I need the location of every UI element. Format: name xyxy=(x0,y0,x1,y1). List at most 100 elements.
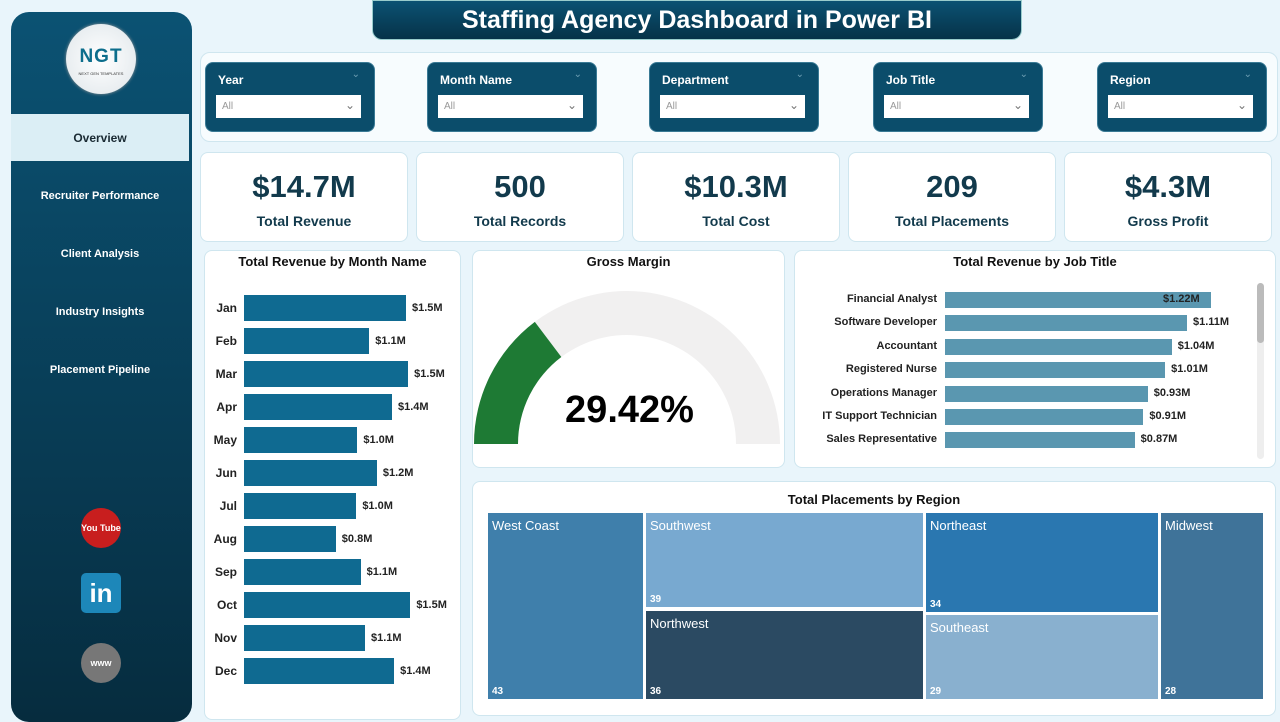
globe-www-icon[interactable]: www xyxy=(81,643,121,683)
bar[interactable] xyxy=(244,295,406,321)
sidebar-item-placement-pipeline[interactable]: Placement Pipeline xyxy=(11,346,189,393)
scrollbar[interactable] xyxy=(1257,283,1264,459)
tile-value: 34 xyxy=(930,599,942,610)
bar[interactable] xyxy=(244,526,336,552)
placements-by-region-treemap: Total Placements by Region West Coast 43 S… xyxy=(472,481,1276,716)
chart-title: Total Revenue by Month Name xyxy=(238,254,427,269)
slicer-dropdown[interactable]: All ⌄ xyxy=(884,95,1029,118)
chevron-down-icon[interactable]: ⌄ xyxy=(573,69,582,80)
treemap-tile-west-coast[interactable]: West Coast 43 xyxy=(487,512,644,700)
chevron-down-icon: ⌄ xyxy=(566,98,577,112)
data-label: $1.4M xyxy=(400,665,431,677)
bar[interactable] xyxy=(244,328,370,354)
sidebar-item-client-analysis[interactable]: Client Analysis xyxy=(11,230,189,277)
category-label: Apr xyxy=(216,400,237,414)
chevron-down-icon[interactable]: ⌄ xyxy=(1019,69,1028,80)
bar-row: Jun $1.2M xyxy=(205,460,462,486)
bar-row: Accountant $1.04M xyxy=(795,338,1277,355)
category-label: Nov xyxy=(214,631,237,645)
slicer-dropdown[interactable]: All ⌄ xyxy=(1108,95,1253,118)
kpi-label: Total Revenue xyxy=(256,213,352,229)
bar[interactable] xyxy=(945,409,1144,425)
tile-label: Midwest xyxy=(1165,518,1213,533)
bar-row: May $1.0M xyxy=(205,427,462,453)
slicer-dropdown[interactable]: All ⌄ xyxy=(438,95,583,118)
page-title: Staffing Agency Dashboard in Power BI xyxy=(372,0,1022,40)
data-label: $1.11M xyxy=(1192,316,1230,329)
bar[interactable] xyxy=(244,559,361,585)
kpi-label: Gross Profit xyxy=(1127,213,1209,229)
slicer-value: All xyxy=(222,101,234,112)
bar[interactable] xyxy=(244,460,377,486)
chevron-down-icon[interactable]: ⌄ xyxy=(795,69,804,80)
data-label: $1.04M xyxy=(1177,339,1215,352)
bar[interactable] xyxy=(945,338,1172,355)
bar[interactable] xyxy=(945,385,1148,402)
kpi-card-total-records: 500 Total Records xyxy=(416,152,624,242)
bar[interactable] xyxy=(244,658,395,684)
treemap-tile-northeast[interactable]: Northeast 34 xyxy=(925,512,1159,613)
data-label: $1.5M xyxy=(416,599,447,611)
tile-value: 39 xyxy=(650,594,662,605)
bar[interactable] xyxy=(244,394,392,420)
data-label: $0.93M xyxy=(1153,386,1191,399)
linkedin-icon[interactable]: in xyxy=(81,573,121,613)
sidebar-item-overview[interactable]: Overview xyxy=(11,114,189,161)
bar[interactable] xyxy=(244,427,358,453)
treemap-tile-southwest[interactable]: Southwest 39 xyxy=(645,512,924,608)
chart-title: Total Placements by Region xyxy=(787,492,961,507)
slicer-job-title: Job Title ⌄ All ⌄ xyxy=(873,62,1043,132)
slicer-month-name: Month Name ⌄ All ⌄ xyxy=(427,62,597,132)
slicer-year: Year ⌄ All ⌄ xyxy=(205,62,375,132)
bar-row: Registered Nurse $1.01M xyxy=(795,362,1277,379)
bar-row: Software Developer $1.11M xyxy=(795,315,1277,332)
gauge-track xyxy=(474,291,780,444)
bar[interactable] xyxy=(945,315,1187,332)
kpi-value: $4.3M xyxy=(1124,169,1212,204)
treemap-tile-midwest[interactable]: Midwest 28 xyxy=(1160,512,1264,700)
slicer-label: Year xyxy=(218,73,244,87)
chevron-down-icon[interactable]: ⌄ xyxy=(351,69,360,80)
bar-row: Apr $1.4M xyxy=(205,394,462,420)
kpi-label: Total Placements xyxy=(894,213,1010,229)
chevron-down-icon: ⌄ xyxy=(1012,98,1023,112)
sidebar-item-industry-insights[interactable]: Industry Insights xyxy=(11,288,189,335)
chart-title: Total Revenue by Job Title xyxy=(953,254,1117,269)
bar[interactable] xyxy=(244,493,357,519)
bar-row: Operations Manager $0.93M xyxy=(795,385,1277,402)
slicer-value: All xyxy=(666,101,678,112)
data-label: $1.1M xyxy=(370,632,402,644)
bar[interactable] xyxy=(945,362,1166,379)
bar[interactable] xyxy=(244,625,365,651)
tile-label: West Coast xyxy=(492,518,559,533)
bar[interactable] xyxy=(244,361,409,387)
bar-row: Oct $1.5M xyxy=(205,592,462,618)
revenue-by-month-chart: Total Revenue by Month Name Jan $1.5M Feb $… xyxy=(204,250,461,720)
data-label: $0.87M xyxy=(1140,433,1178,446)
slicer-label: Job Title xyxy=(886,73,936,87)
kpi-label: Total Records xyxy=(473,213,567,229)
category-label: Dec xyxy=(214,664,237,678)
treemap-tile-southeast[interactable]: Southeast 29 xyxy=(925,614,1159,700)
sidebar-item-recruiter-performance[interactable]: Recruiter Performance xyxy=(11,172,189,219)
category-label: May xyxy=(213,433,237,447)
data-label: $1.01M xyxy=(1171,363,1208,376)
data-label: $1.1M xyxy=(375,335,406,347)
sidebar-item-label: Client Analysis xyxy=(60,247,140,260)
treemap-tile-northwest[interactable]: Northwest 36 xyxy=(645,610,924,700)
bar[interactable] xyxy=(945,292,1211,308)
gauge-value: 29.42% xyxy=(565,389,694,431)
bar[interactable] xyxy=(945,432,1135,449)
slicer-dropdown[interactable]: All ⌄ xyxy=(660,95,805,118)
chevron-down-icon[interactable]: ⌄ xyxy=(1243,69,1252,80)
youtube-icon[interactable]: You Tube xyxy=(81,508,121,548)
bar-row: Financial Analyst $1.22M xyxy=(795,292,1277,308)
kpi-value: $10.3M xyxy=(684,169,788,204)
slicer-dropdown[interactable]: All ⌄ xyxy=(216,95,361,118)
slicer-value: All xyxy=(890,101,902,112)
scrollbar-thumb[interactable] xyxy=(1257,283,1264,343)
bar[interactable] xyxy=(244,592,411,618)
data-label: $1.2M xyxy=(382,467,414,479)
category-label: Jul xyxy=(219,499,237,513)
data-label: $0.91M xyxy=(1149,410,1187,422)
